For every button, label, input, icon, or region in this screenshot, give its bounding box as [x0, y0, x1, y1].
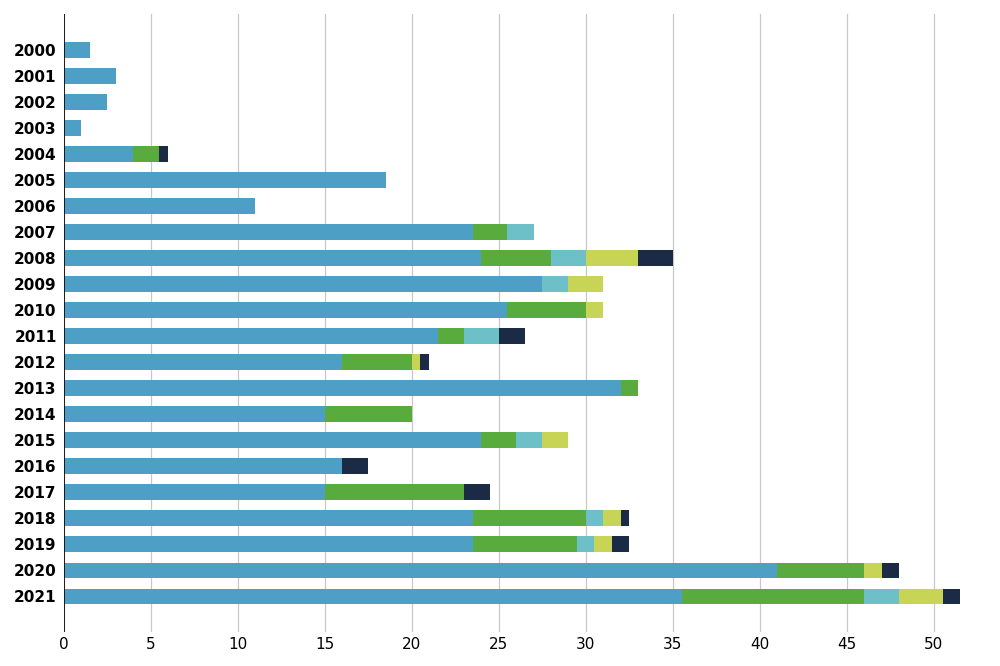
- Bar: [64, 120, 81, 136]
- Bar: [499, 328, 525, 344]
- Bar: [64, 224, 473, 240]
- Bar: [899, 589, 943, 604]
- Bar: [586, 250, 638, 266]
- Bar: [64, 406, 325, 422]
- Bar: [64, 198, 255, 214]
- Bar: [568, 276, 603, 292]
- Bar: [64, 484, 325, 500]
- Bar: [516, 432, 542, 448]
- Bar: [464, 484, 490, 500]
- Bar: [473, 510, 586, 526]
- Bar: [64, 328, 438, 344]
- Bar: [507, 302, 586, 318]
- Bar: [342, 458, 368, 474]
- Bar: [481, 250, 551, 266]
- Bar: [159, 146, 168, 162]
- Bar: [577, 537, 594, 552]
- Bar: [342, 354, 412, 370]
- Bar: [603, 510, 621, 526]
- Bar: [64, 563, 777, 578]
- Bar: [464, 328, 499, 344]
- Bar: [64, 146, 133, 162]
- Bar: [638, 250, 673, 266]
- Bar: [586, 302, 603, 318]
- Bar: [612, 537, 629, 552]
- Bar: [64, 589, 682, 604]
- Bar: [64, 537, 473, 552]
- Bar: [594, 537, 612, 552]
- Bar: [777, 563, 864, 578]
- Bar: [64, 302, 507, 318]
- Bar: [325, 406, 412, 422]
- Bar: [64, 250, 481, 266]
- Bar: [473, 537, 577, 552]
- Bar: [473, 224, 507, 240]
- Bar: [64, 458, 342, 474]
- Bar: [64, 432, 481, 448]
- Bar: [64, 42, 90, 58]
- Bar: [438, 328, 464, 344]
- Bar: [586, 510, 603, 526]
- Bar: [64, 276, 542, 292]
- Bar: [507, 224, 534, 240]
- Bar: [64, 510, 473, 526]
- Bar: [325, 484, 464, 500]
- Bar: [882, 563, 899, 578]
- Bar: [64, 354, 342, 370]
- Bar: [551, 250, 586, 266]
- Bar: [412, 354, 420, 370]
- Bar: [481, 432, 516, 448]
- Bar: [621, 380, 638, 396]
- Bar: [621, 510, 629, 526]
- Bar: [133, 146, 159, 162]
- Bar: [943, 589, 960, 604]
- Bar: [864, 589, 899, 604]
- Bar: [64, 172, 386, 188]
- Bar: [864, 563, 882, 578]
- Bar: [64, 68, 116, 84]
- Bar: [542, 276, 568, 292]
- Bar: [64, 94, 107, 110]
- Bar: [64, 380, 621, 396]
- Bar: [420, 354, 429, 370]
- Bar: [682, 589, 864, 604]
- Bar: [542, 432, 568, 448]
